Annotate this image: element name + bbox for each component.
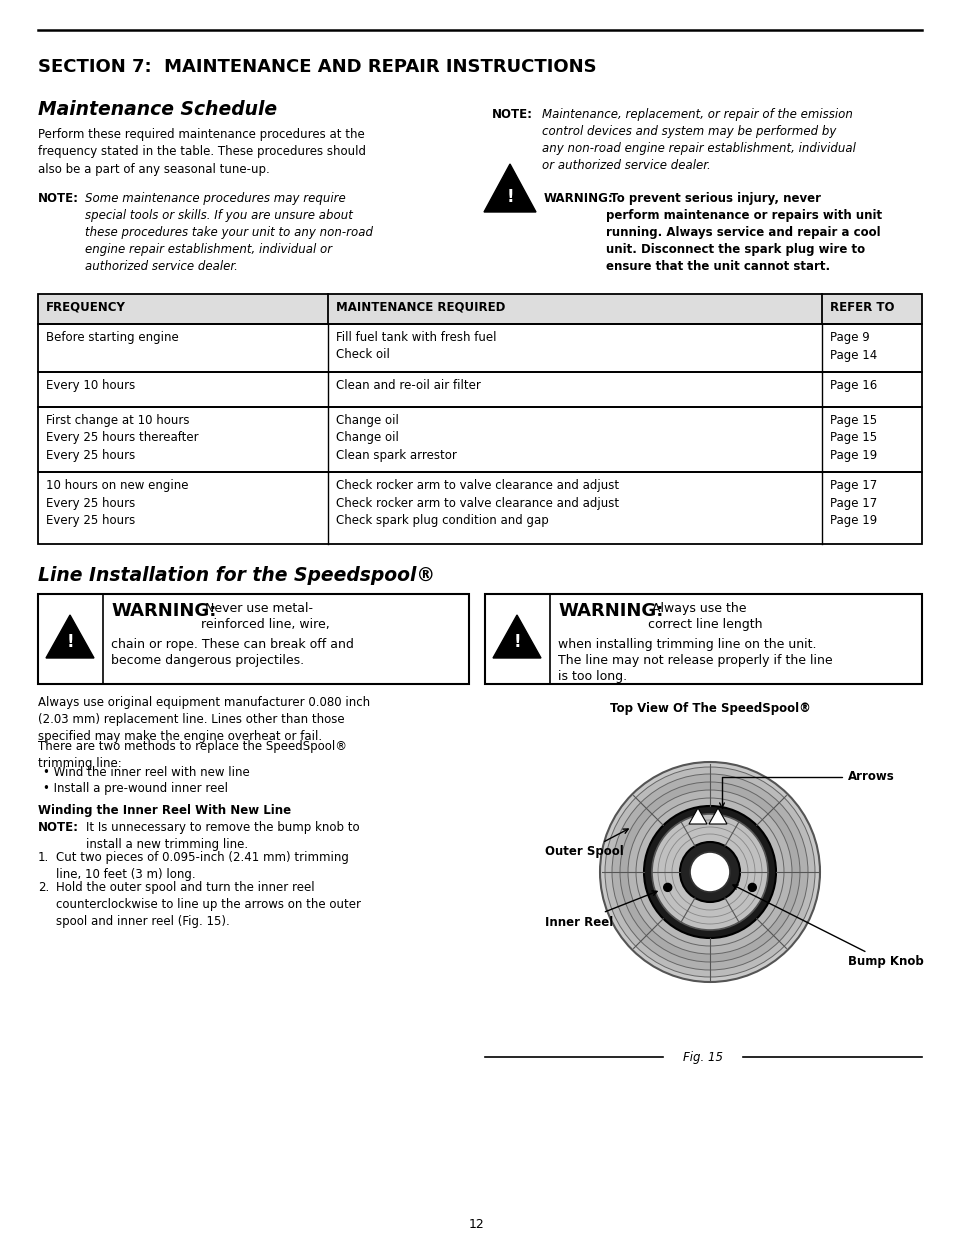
- Text: Every 10 hours: Every 10 hours: [46, 379, 135, 391]
- Circle shape: [636, 798, 783, 946]
- Text: WARNING:: WARNING:: [111, 601, 216, 620]
- Circle shape: [604, 767, 814, 977]
- Circle shape: [619, 782, 800, 962]
- Circle shape: [747, 883, 756, 892]
- Text: MAINTENANCE REQUIRED: MAINTENANCE REQUIRED: [335, 301, 505, 314]
- Text: Before starting engine: Before starting engine: [46, 331, 178, 345]
- Text: Page 15
Page 15
Page 19: Page 15 Page 15 Page 19: [829, 414, 877, 462]
- Text: Fill fuel tank with fresh fuel
Check oil: Fill fuel tank with fresh fuel Check oil: [335, 331, 496, 362]
- Text: Always use the
correct line length: Always use the correct line length: [647, 601, 761, 631]
- Text: Page 17
Page 17
Page 19: Page 17 Page 17 Page 19: [829, 479, 877, 527]
- Circle shape: [663, 883, 671, 892]
- Text: Always use original equipment manufacturer 0.080 inch
(2.03 mm) replacement line: Always use original equipment manufactur…: [38, 697, 370, 743]
- Bar: [38, 408, 921, 472]
- Text: Check rocker arm to valve clearance and adjust
Check rocker arm to valve clearan: Check rocker arm to valve clearance and …: [335, 479, 618, 527]
- Text: NOTE:: NOTE:: [492, 107, 533, 121]
- Text: chain or rope. These can break off and
become dangerous projectiles.: chain or rope. These can break off and b…: [111, 638, 354, 667]
- Polygon shape: [688, 808, 706, 824]
- Text: !: !: [66, 634, 73, 651]
- Text: REFER TO: REFER TO: [829, 301, 894, 314]
- Text: Some maintenance procedures may require
special tools or skills. If you are unsu: Some maintenance procedures may require …: [85, 191, 373, 273]
- Text: FREQUENCY: FREQUENCY: [46, 301, 126, 314]
- Bar: [484, 594, 921, 684]
- Circle shape: [599, 762, 820, 982]
- Text: WARNING:: WARNING:: [558, 601, 662, 620]
- Polygon shape: [493, 615, 540, 658]
- Circle shape: [643, 806, 775, 939]
- Circle shape: [651, 814, 767, 930]
- Text: Fig. 15: Fig. 15: [682, 1051, 722, 1063]
- Text: Arrows: Arrows: [719, 771, 894, 808]
- Text: Line Installation for the Speedspool®: Line Installation for the Speedspool®: [38, 566, 435, 585]
- Text: !: !: [513, 634, 520, 651]
- Text: SECTION 7:  MAINTENANCE AND REPAIR INSTRUCTIONS: SECTION 7: MAINTENANCE AND REPAIR INSTRU…: [38, 58, 596, 77]
- Text: Never use metal-
reinforced line, wire,: Never use metal- reinforced line, wire,: [201, 601, 330, 631]
- Bar: [38, 594, 469, 684]
- Text: when installing trimming line on the unit.
The line may not release properly if : when installing trimming line on the uni…: [558, 638, 832, 683]
- Text: To prevent serious injury, never
perform maintenance or repairs with unit
runnin: To prevent serious injury, never perform…: [605, 191, 882, 273]
- Text: NOTE:: NOTE:: [38, 821, 79, 834]
- Circle shape: [689, 852, 729, 892]
- Circle shape: [612, 774, 807, 969]
- Circle shape: [679, 842, 740, 902]
- Text: WARNING:: WARNING:: [543, 191, 613, 205]
- Text: 1.: 1.: [38, 851, 50, 864]
- Bar: [38, 472, 921, 543]
- Text: • Wind the inner reel with new line: • Wind the inner reel with new line: [43, 766, 250, 779]
- Bar: [38, 324, 921, 372]
- Text: Inner Reel: Inner Reel: [544, 890, 657, 929]
- Text: Change oil
Change oil
Clean spark arrestor: Change oil Change oil Clean spark arrest…: [335, 414, 456, 462]
- Text: Maintenance, replacement, or repair of the emission
control devices and system m: Maintenance, replacement, or repair of t…: [541, 107, 855, 172]
- Text: !: !: [506, 188, 514, 206]
- Polygon shape: [483, 164, 536, 212]
- Text: Hold the outer spool and turn the inner reel
counterclockwise to line up the arr: Hold the outer spool and turn the inner …: [56, 881, 360, 927]
- Bar: [38, 372, 921, 408]
- Text: Clean and re-oil air filter: Clean and re-oil air filter: [335, 379, 480, 391]
- Text: 10 hours on new engine
Every 25 hours
Every 25 hours: 10 hours on new engine Every 25 hours Ev…: [46, 479, 189, 527]
- Text: Bump Knob: Bump Knob: [732, 885, 923, 968]
- Text: Maintenance Schedule: Maintenance Schedule: [38, 100, 276, 119]
- Text: 12: 12: [469, 1218, 484, 1231]
- Circle shape: [627, 790, 791, 953]
- Polygon shape: [46, 615, 94, 658]
- Text: Outer Spool: Outer Spool: [544, 829, 628, 858]
- Text: NOTE:: NOTE:: [38, 191, 79, 205]
- Text: First change at 10 hours
Every 25 hours thereafter
Every 25 hours: First change at 10 hours Every 25 hours …: [46, 414, 198, 462]
- Text: Winding the Inner Reel With New Line: Winding the Inner Reel With New Line: [38, 804, 291, 818]
- Bar: [38, 294, 921, 324]
- Text: Top View Of The SpeedSpool®: Top View Of The SpeedSpool®: [609, 701, 810, 715]
- Text: It Is unnecessary to remove the bump knob to
install a new trimming line.: It Is unnecessary to remove the bump kno…: [86, 821, 359, 851]
- Text: Perform these required maintenance procedures at the
frequency stated in the tab: Perform these required maintenance proce…: [38, 128, 366, 177]
- Text: Cut two pieces of 0.095-inch (2.41 mm) trimming
line, 10 feet (3 m) long.: Cut two pieces of 0.095-inch (2.41 mm) t…: [56, 851, 349, 881]
- Polygon shape: [708, 808, 726, 824]
- Text: There are two methods to replace the SpeedSpool®
trimming line:: There are two methods to replace the Spe…: [38, 740, 347, 769]
- Text: Page 16: Page 16: [829, 379, 877, 391]
- Text: • Install a pre-wound inner reel: • Install a pre-wound inner reel: [43, 782, 228, 795]
- Text: Page 9
Page 14: Page 9 Page 14: [829, 331, 877, 362]
- Text: 2.: 2.: [38, 881, 50, 894]
